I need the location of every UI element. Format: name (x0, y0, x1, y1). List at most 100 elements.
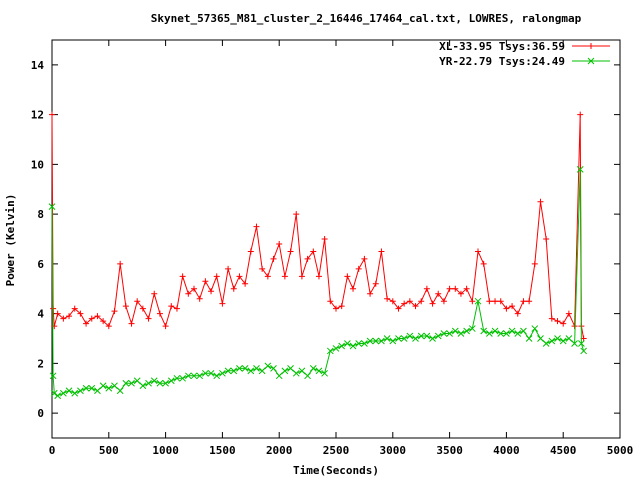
series-layer (48, 111, 588, 400)
series-1-point (247, 367, 255, 375)
series-1-point (202, 369, 209, 377)
series-0-point (429, 300, 436, 307)
series-1-point (434, 332, 442, 340)
series-0-point (497, 298, 504, 305)
series-0-point (230, 285, 237, 292)
series-0-point (446, 285, 453, 292)
series-0-point (179, 273, 186, 280)
series-0-point (423, 285, 430, 292)
series-1-point (361, 340, 368, 347)
series-0-point (463, 285, 470, 292)
y-tick-label: 2 (37, 357, 44, 370)
series-0-point (310, 248, 317, 255)
series-1-point (241, 364, 249, 372)
series-0-point (435, 290, 442, 297)
series-1-point (580, 347, 588, 355)
series-0-point (440, 298, 447, 305)
x-axis-label: Time(Seconds) (293, 464, 379, 477)
series-1-point (82, 384, 90, 392)
series-0-point (162, 323, 169, 330)
series-0-point (213, 273, 220, 280)
series-0-point (145, 315, 152, 322)
series-0-point (315, 273, 322, 280)
series-line-1 (51, 169, 585, 397)
series-0-point (173, 305, 180, 312)
series-0-point (105, 323, 112, 330)
legend-marker-0 (588, 43, 594, 49)
series-0-point (225, 265, 232, 272)
series-1-point (88, 384, 96, 392)
series-1-point (503, 330, 510, 337)
series-1-point (60, 389, 67, 397)
series-1-point (48, 203, 56, 211)
series-1-point (366, 337, 374, 345)
series-0-point (134, 298, 141, 305)
y-tick-label: 4 (37, 308, 44, 321)
series-1-point (65, 387, 73, 395)
y-axis-label: Power (Kelvin) (4, 194, 17, 287)
series-1-point (309, 364, 317, 372)
series-1-point (94, 387, 101, 395)
series-0-point (537, 198, 544, 205)
x-tick-label: 0 (49, 444, 56, 457)
series-1-point (287, 364, 294, 372)
series-1-point (497, 330, 505, 337)
series-0-point (492, 298, 499, 305)
series-0-point (139, 305, 146, 312)
series-0-point (128, 320, 135, 327)
series-1-point (128, 379, 135, 387)
series-1-point (326, 347, 334, 355)
series-0-point (156, 310, 163, 317)
series-0-point (264, 273, 271, 280)
plot-area: 0 500 1000 1500 2000 2500 3000 3500 4000 4500 5000… (31, 39, 633, 457)
series-0-point (571, 323, 578, 330)
y-tick-label: 0 (37, 407, 44, 420)
series-1-point (559, 337, 567, 345)
x-axis-ticks: 0 500 1000 1500 2000 2500 3000 3500 4000 4500 5000 (49, 40, 633, 457)
legend-entry-1: YR-22.79 Tsys:24.49 (439, 55, 610, 68)
series-1-point (542, 340, 550, 347)
series-0-point (577, 111, 584, 118)
series-1-point (520, 327, 527, 335)
x-tick-label: 4500 (550, 444, 577, 457)
series-1-point (315, 367, 323, 375)
series-1-point (71, 389, 79, 397)
x-tick-label: 3500 (436, 444, 463, 457)
series-1-point (173, 374, 181, 382)
series-1-point (417, 332, 425, 340)
series-0-point (276, 240, 283, 247)
series-0-point (486, 298, 493, 305)
x-tick-label: 3000 (380, 444, 407, 457)
series-1-point (355, 340, 363, 347)
series-1-point (576, 165, 584, 173)
series-0-point (83, 320, 90, 327)
series-1-point (156, 379, 164, 387)
series-1-point (548, 337, 556, 345)
series-1-point (491, 327, 499, 335)
series-0-point (236, 273, 243, 280)
series-0-point (384, 295, 391, 302)
series-1-point (451, 327, 459, 335)
series-1-point (321, 369, 328, 377)
series-1-point (304, 372, 311, 380)
series-1-point (111, 382, 118, 390)
series-0-point (321, 236, 328, 242)
series-0-point (350, 285, 357, 292)
series-0-point (100, 318, 107, 325)
legend-entry-0: XL-33.95 Tsys:36.59 (439, 40, 610, 53)
chart-title: Skynet_57365_M81_cluster_2_16446_17464_c… (151, 12, 582, 25)
series-1-point (468, 325, 476, 332)
plot-frame (51, 39, 621, 439)
x-tick-label: 2000 (266, 444, 293, 457)
series-0-point (77, 310, 84, 317)
series-0-point (526, 298, 533, 305)
series-line-0 (51, 114, 585, 339)
series-0-point (122, 303, 129, 310)
series-1-point (412, 335, 419, 342)
series-0-point (151, 290, 158, 297)
series-0-point (191, 285, 197, 292)
series-0-point (452, 285, 459, 292)
series-0-point (543, 236, 550, 242)
series-1-point (196, 372, 204, 380)
